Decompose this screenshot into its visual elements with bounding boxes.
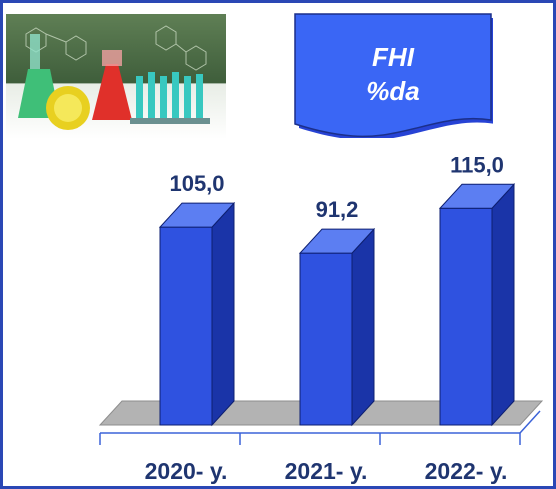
x-tick-label: 2022- y. [425,458,508,484]
x-tick-label: 2021- y. [285,458,368,484]
x-axis-depth-line [519,410,541,434]
data-label: 115,0 [450,152,504,177]
x-tick-label: 2020- y. [145,458,228,484]
bar [299,252,353,426]
data-label: 91,2 [316,197,359,222]
bar-top [158,202,236,228]
bar [439,207,493,426]
banner-line-1: FHI [372,42,414,72]
wavy-banner [294,13,493,138]
data-label: 105,0 [169,171,224,196]
bar-top [298,228,376,254]
bar-side [351,227,375,427]
bar-side [491,182,515,427]
bar-top [438,183,516,209]
banner-line-2: %da [366,76,420,106]
banner-title: FHI %da [293,40,493,108]
chemistry-lab-flasks-photo [6,14,226,139]
bar-side [211,201,235,427]
bar [159,226,213,426]
